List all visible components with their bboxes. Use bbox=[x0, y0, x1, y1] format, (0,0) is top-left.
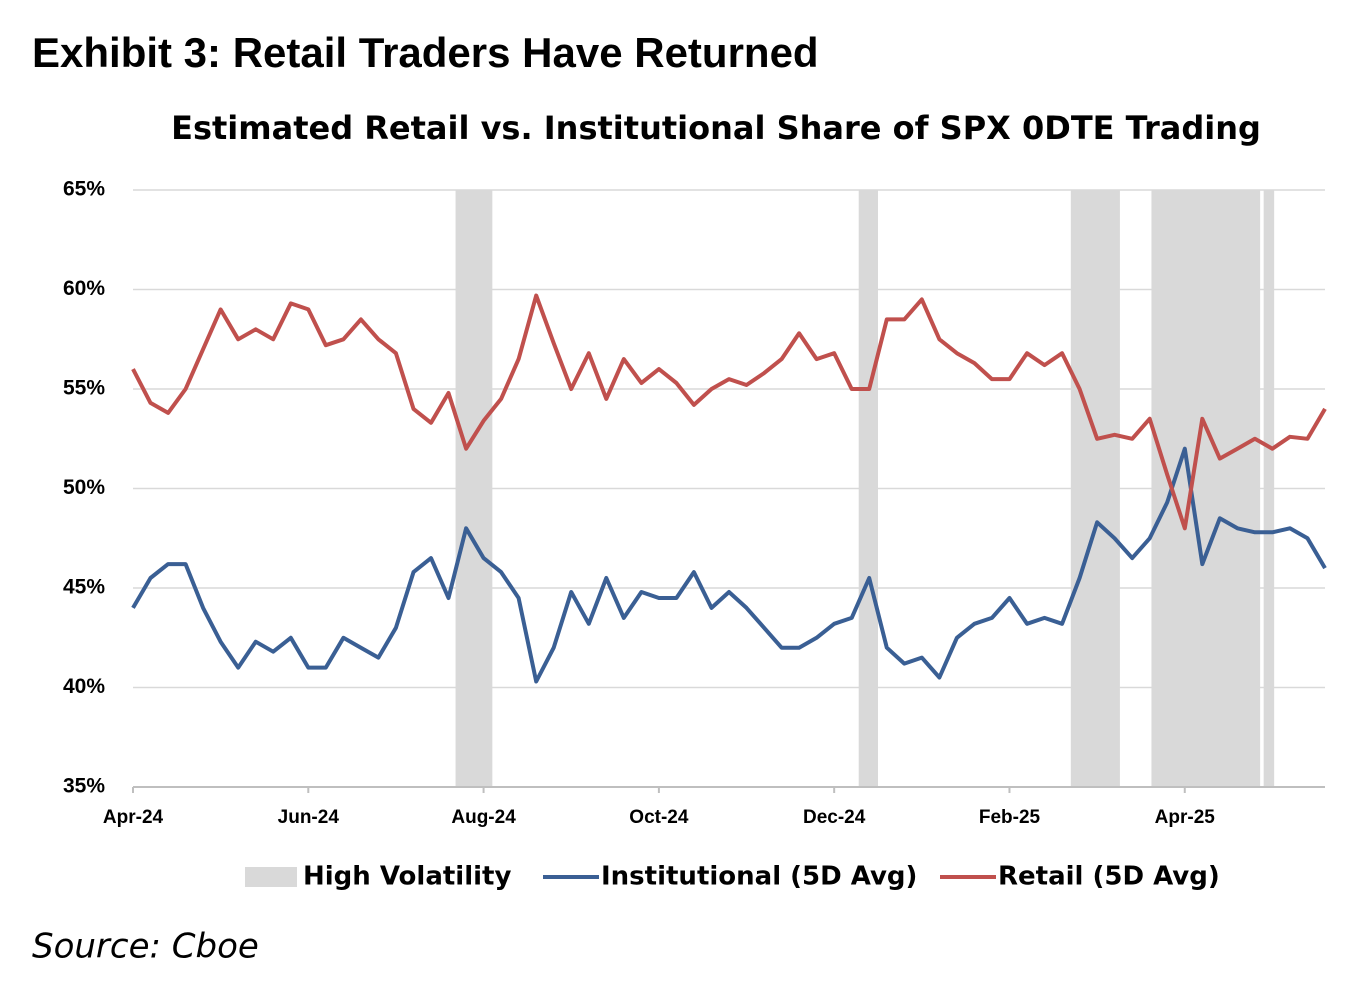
legend-swatch bbox=[245, 867, 297, 887]
x-tick-label: Oct-24 bbox=[629, 807, 689, 828]
legend-label: Institutional (5D Avg) bbox=[601, 862, 917, 892]
legend-label: Retail (5D Avg) bbox=[998, 862, 1220, 892]
x-tick-label: Dec-24 bbox=[803, 807, 866, 828]
y-tick-label: 50% bbox=[63, 476, 105, 499]
y-tick-label: 65% bbox=[63, 178, 105, 201]
y-tick-label: 60% bbox=[63, 277, 105, 300]
x-tick-label: Aug-24 bbox=[451, 807, 516, 828]
y-tick-label: 45% bbox=[63, 576, 105, 599]
series-line bbox=[131, 446, 1327, 684]
chart-subtitle: Estimated Retail vs. Institutional Share… bbox=[171, 109, 1261, 147]
y-tick-label: 40% bbox=[63, 675, 105, 698]
x-tick-label: Apr-25 bbox=[1155, 807, 1216, 828]
y-tick-label: 55% bbox=[63, 377, 105, 400]
chart-title: Exhibit 3: Retail Traders Have Returned bbox=[32, 29, 819, 76]
series-line bbox=[131, 293, 1327, 531]
x-tick-label: Jun-24 bbox=[278, 807, 340, 828]
x-tick-label: Feb-25 bbox=[979, 807, 1041, 828]
source: Source: Cboe bbox=[32, 927, 259, 967]
x-tick-label: Apr-24 bbox=[103, 807, 164, 828]
y-tick-label: 35% bbox=[63, 775, 105, 798]
legend-label: High Volatility bbox=[303, 862, 511, 892]
